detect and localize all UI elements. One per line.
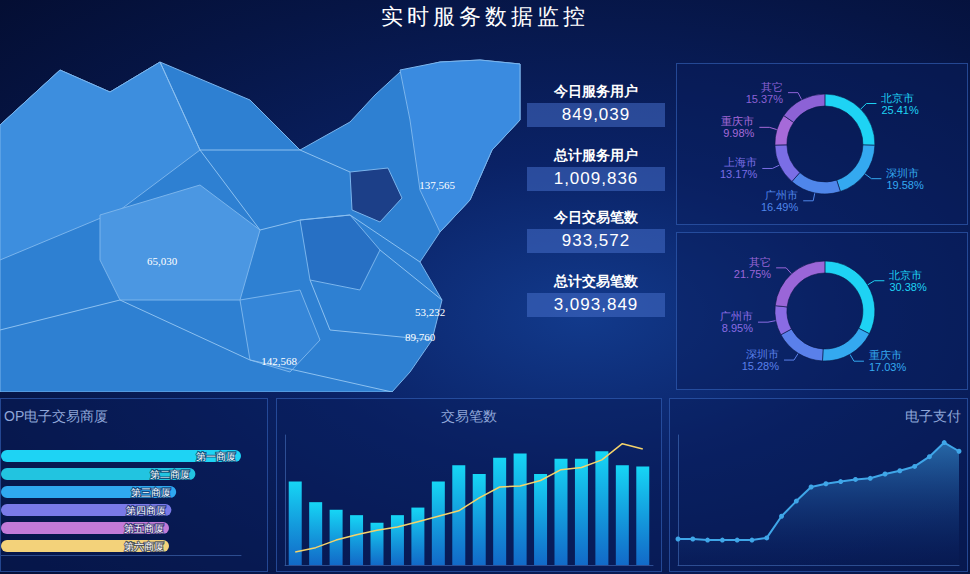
- svg-text:9.98%: 9.98%: [723, 127, 754, 139]
- svg-text:13.17%: 13.17%: [720, 168, 758, 180]
- html-text:3,093,849: 3,093,849: [553, 295, 639, 314]
- svg-text:16.49%: 16.49%: [761, 201, 799, 213]
- html-text:933,572: 933,572: [561, 231, 631, 250]
- html-text:实时服务数据监控: 实时服务数据监控: [381, 4, 589, 29]
- svg-text:其它: 其它: [761, 81, 783, 93]
- svg-text:深圳市: 深圳市: [746, 348, 779, 360]
- html-text:交易笔数: 交易笔数: [441, 408, 497, 424]
- svg-text:重庆市: 重庆市: [721, 115, 754, 127]
- svg-text:25.41%: 25.41%: [881, 104, 919, 116]
- html-text:OP电子交易商厦: OP电子交易商厦: [4, 408, 109, 424]
- svg-text:北京市: 北京市: [881, 92, 914, 104]
- html-text:总计交易笔数: 总计交易笔数: [554, 273, 638, 289]
- html-text:总计服务用户: 总计服务用户: [554, 147, 638, 163]
- svg-text:8.95%: 8.95%: [722, 322, 753, 334]
- svg-text:15.37%: 15.37%: [746, 93, 784, 105]
- html-text:今日交易笔数: 今日交易笔数: [554, 209, 638, 225]
- html-text:849,039: 849,039: [561, 105, 631, 124]
- svg-text:19.58%: 19.58%: [886, 179, 924, 191]
- svg-text:上海市: 上海市: [724, 156, 757, 168]
- svg-text:北京市: 北京市: [889, 269, 922, 281]
- svg-text:137,565: 137,565: [419, 179, 455, 191]
- svg-text:53,232: 53,232: [415, 306, 445, 318]
- svg-text:第六商厦: 第六商厦: [124, 541, 164, 552]
- svg-text:广州市: 广州市: [765, 189, 798, 201]
- svg-text:15.28%: 15.28%: [742, 360, 780, 372]
- svg-text:第五商厦: 第五商厦: [124, 523, 164, 534]
- html-text:今日服务用户: 今日服务用户: [554, 83, 638, 99]
- svg-text:21.75%: 21.75%: [734, 268, 772, 280]
- svg-text:第二商厦: 第二商厦: [150, 469, 190, 480]
- svg-text:深圳市: 深圳市: [886, 167, 919, 179]
- svg-text:其它: 其它: [749, 256, 771, 268]
- svg-text:第一商厦: 第一商厦: [196, 451, 236, 462]
- svg-text:第四商厦: 第四商厦: [126, 505, 166, 516]
- svg-text:142,568: 142,568: [261, 355, 297, 367]
- svg-text:65,030: 65,030: [147, 255, 178, 267]
- svg-text:第三商厦: 第三商厦: [131, 487, 171, 498]
- svg-text:89,760: 89,760: [405, 331, 436, 343]
- svg-text:重庆市: 重庆市: [869, 349, 902, 361]
- html-text:电子支付: 电子支付: [905, 408, 961, 424]
- svg-text:17.03%: 17.03%: [869, 361, 907, 373]
- html-text:1,009,836: 1,009,836: [553, 169, 639, 188]
- svg-text:广州市: 广州市: [720, 310, 753, 322]
- svg-text:30.38%: 30.38%: [889, 281, 927, 293]
